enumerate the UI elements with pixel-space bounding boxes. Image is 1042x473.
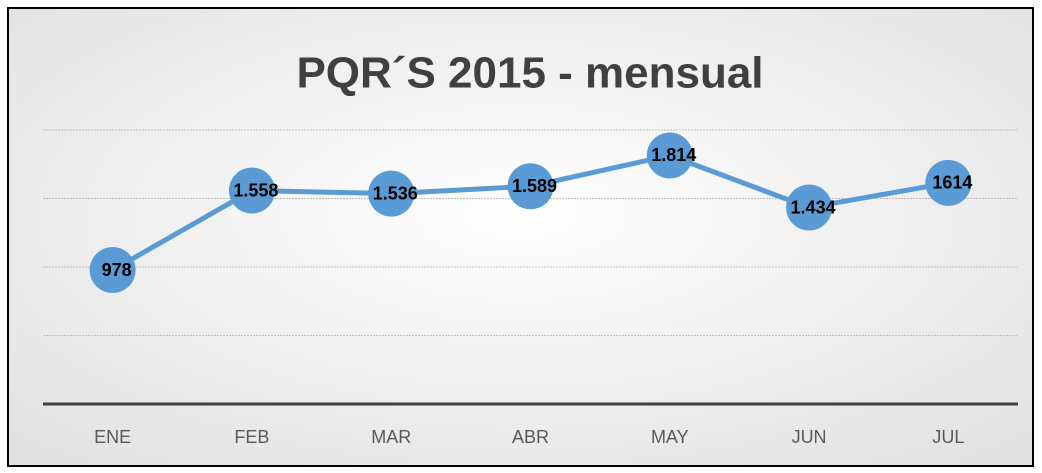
data-label: 978 — [102, 260, 132, 280]
x-tick-label: JUN — [792, 427, 827, 447]
x-tick-label: MAR — [371, 427, 411, 447]
x-tick-label: ENE — [94, 427, 131, 447]
x-tick-label: JUL — [932, 427, 964, 447]
marker — [786, 184, 833, 231]
data-label: 1.589 — [512, 176, 557, 196]
data-label: 1.814 — [651, 145, 696, 165]
marker — [507, 163, 554, 210]
data-label: 1.558 — [233, 180, 278, 200]
marker — [646, 132, 693, 179]
data-label: 1.536 — [373, 183, 418, 203]
data-label: 1614 — [932, 173, 972, 193]
chart-title: PQR´S 2015 - mensual — [296, 49, 763, 98]
marker — [228, 167, 275, 214]
marker — [925, 159, 972, 206]
marker — [368, 170, 415, 217]
x-tick-label: FEB — [234, 427, 269, 447]
marker — [89, 247, 136, 294]
x-tick-label: MAY — [651, 427, 689, 447]
x-tick-label: ABR — [512, 427, 549, 447]
data-label: 1.434 — [791, 197, 836, 217]
chart-frame — [7, 7, 1034, 467]
